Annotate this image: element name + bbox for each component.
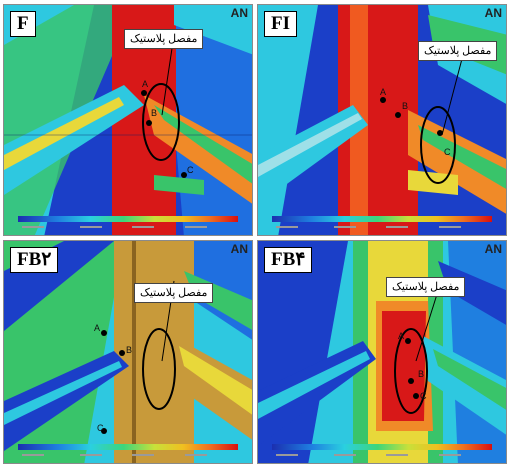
panel-fb2: FB۲ مفصل پلاستیک AN A B C <box>3 240 253 464</box>
panel-label: FB۲ <box>10 247 59 273</box>
panel-fi: FI مفصل پلاستیک AN A B C <box>257 4 507 236</box>
software-logo: AN <box>484 242 502 256</box>
panel-label: F <box>10 11 36 37</box>
point-label: B <box>418 369 425 379</box>
point-label: C <box>444 147 451 157</box>
plastic-hinge-label: مفصل پلاستیک <box>134 283 214 303</box>
fem-contour-plot <box>4 5 252 235</box>
point-label: A <box>398 331 405 341</box>
plastic-hinge-label: مفصل پلاستیک <box>386 277 466 297</box>
point-label: C <box>187 165 194 175</box>
point-label: A <box>94 323 101 333</box>
fem-contour-plot <box>258 5 506 235</box>
fem-contour-plot <box>258 241 506 463</box>
contour-legend <box>18 216 238 232</box>
plastic-hinge-label: مفصل پلاستیک <box>418 41 498 61</box>
point-label: C <box>420 391 427 401</box>
point-label: A <box>142 79 149 89</box>
contour-legend <box>272 216 492 232</box>
fem-contour-plot <box>4 241 252 463</box>
contour-legend <box>18 444 238 460</box>
point-label: B <box>126 345 133 355</box>
software-logo: AN <box>230 242 248 256</box>
point-label: B <box>402 101 409 111</box>
point-label: B <box>151 108 158 118</box>
panel-fb4: FB۴ مفصل پلاستیک AN A B C <box>257 240 507 464</box>
panel-label: FI <box>264 11 297 37</box>
software-logo: AN <box>230 6 248 20</box>
contour-legend <box>272 444 492 460</box>
panel-f: F مفصل پلاستیک AN A B C <box>3 4 253 236</box>
point-label: C <box>97 423 104 433</box>
software-logo: AN <box>484 6 502 20</box>
panel-label: FB۴ <box>264 247 313 273</box>
point-label: A <box>380 87 387 97</box>
plastic-hinge-label: مفصل پلاستیک <box>124 29 204 49</box>
